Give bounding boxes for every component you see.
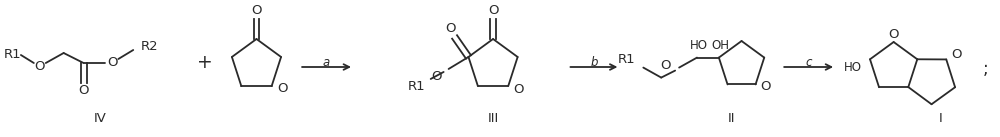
- Text: III: III: [487, 112, 499, 125]
- Text: O: O: [761, 80, 771, 93]
- Text: a: a: [323, 55, 330, 68]
- Text: R1: R1: [618, 53, 635, 66]
- Text: R1: R1: [3, 48, 21, 62]
- Text: O: O: [661, 59, 671, 72]
- Text: HO: HO: [844, 61, 862, 74]
- Text: c: c: [805, 55, 812, 68]
- Text: ;: ;: [982, 60, 988, 78]
- Text: O: O: [107, 56, 118, 69]
- Text: O: O: [35, 61, 45, 73]
- Text: II: II: [728, 112, 735, 125]
- Text: b: b: [590, 55, 598, 68]
- Text: +: +: [197, 54, 213, 72]
- Text: R2: R2: [141, 39, 159, 52]
- Text: HO: HO: [690, 39, 708, 52]
- Text: O: O: [278, 82, 288, 95]
- Text: O: O: [78, 85, 89, 98]
- Text: O: O: [513, 82, 524, 95]
- Text: O: O: [488, 5, 498, 18]
- Text: O: O: [431, 70, 442, 83]
- Text: O: O: [251, 5, 262, 18]
- Text: IV: IV: [94, 112, 107, 125]
- Text: O: O: [445, 22, 456, 35]
- Text: OH: OH: [712, 39, 730, 52]
- Text: R1: R1: [408, 80, 426, 93]
- Text: O: O: [888, 28, 899, 41]
- Text: I: I: [938, 112, 942, 125]
- Text: O: O: [951, 48, 962, 61]
